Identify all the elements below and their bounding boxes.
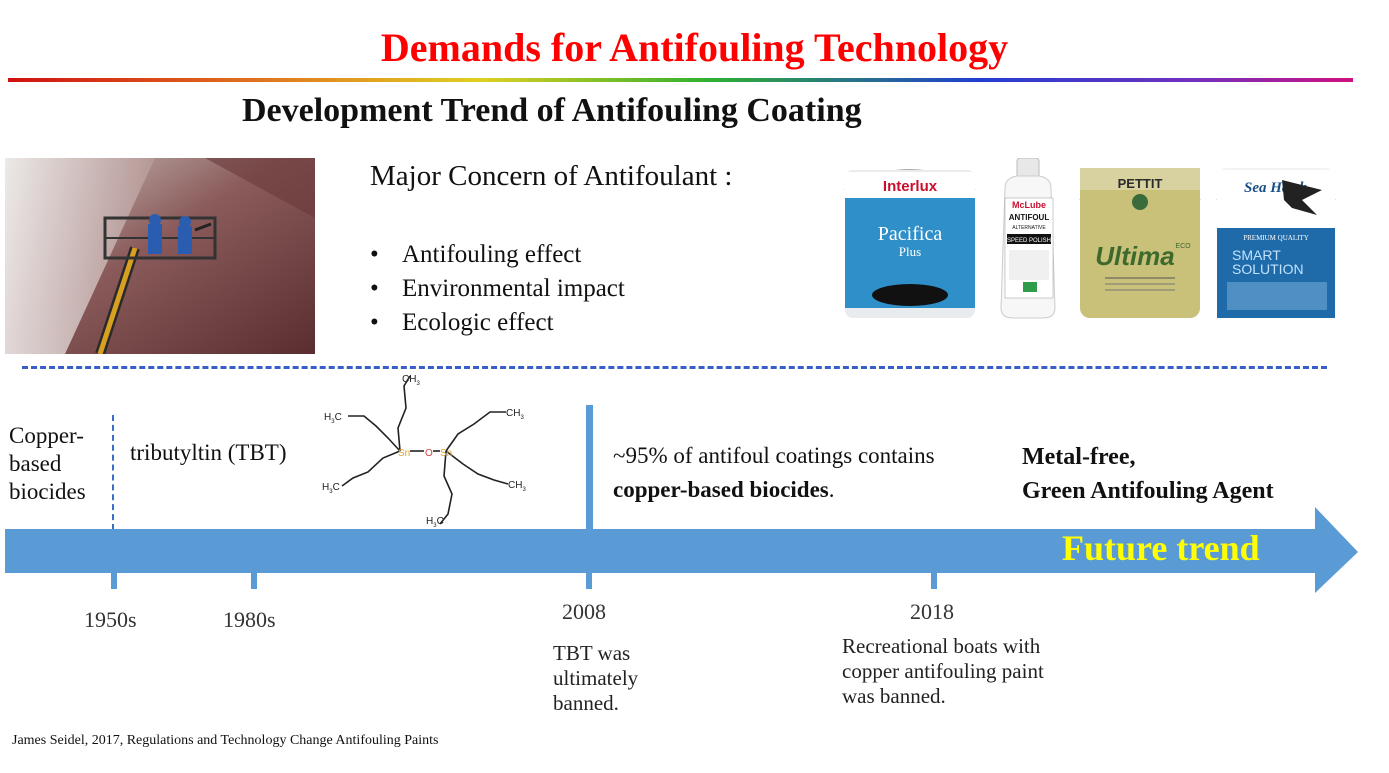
future-trend-label: Future trend [1062, 528, 1260, 568]
list-item: • Environmental impact [370, 272, 625, 306]
year-label: 1950s [84, 607, 137, 632]
year-label: 1980s [223, 607, 276, 632]
tick-1950s [111, 571, 117, 589]
list-item: • Antifouling effect [370, 238, 625, 272]
note-line: copper antifouling paint [842, 659, 1044, 683]
can-product-text: Pacifica [878, 223, 943, 245]
bullet-icon: • [370, 241, 379, 268]
can-product-sub: SOLUTION [1232, 261, 1304, 277]
can-product-text: SMART [1232, 247, 1281, 263]
note-line: banned. [553, 691, 619, 715]
pettit-can-image: PETTIT Ultima ECO [1079, 168, 1201, 318]
marker-2008 [586, 405, 593, 530]
tick-2018 [931, 571, 937, 589]
methyl-label: H [324, 412, 331, 423]
methyl-label: CH [506, 408, 520, 419]
svg-text:H3C: H3C [322, 482, 340, 495]
can-brand-text: PETTIT [1118, 176, 1163, 191]
note-2008: TBT was ultimately banned. [553, 641, 638, 716]
mclube-bottle-image: McLube ANTIFOUL ALTERNATIVE SPEED POLISH [1000, 158, 1056, 319]
concern-item-label: Environmental impact [402, 275, 625, 302]
svg-text:H3C: H3C [324, 412, 342, 425]
note-2018: Recreational boats with copper antifouli… [842, 634, 1044, 709]
stat-end: . [828, 477, 835, 502]
slide-subtitle: Development Trend of Antifouling Coating [242, 92, 862, 129]
future-goal-line: Metal-free, [1022, 444, 1136, 470]
can-brand-text: McLube [1012, 200, 1046, 210]
can-product-sub: ECO [1175, 243, 1191, 250]
bullet-icon: • [370, 309, 379, 336]
note-line: ultimately [553, 666, 639, 690]
year-label: 2018 [910, 599, 954, 624]
methyl-label: C [437, 516, 444, 527]
stat-line: ~95% of antifoul coatings contains [613, 443, 935, 468]
methyl-subscript: 3 [329, 489, 333, 495]
tbt-molecule-diagram: Sn O Sn CH3 H3C H3C CH3 CH3 H3C [322, 374, 526, 528]
hull-painting-photo [5, 158, 315, 354]
concern-item-label: Antifouling effect [402, 241, 582, 268]
sn-atom-label: Sn [440, 448, 452, 459]
citation: James Seidel, 2017, Regulations and Tech… [12, 733, 439, 748]
future-goal-line: Green Antifouling Agent [1022, 478, 1274, 504]
slide-title: Demands for Antifouling Technology [380, 25, 1009, 70]
era-divider [112, 415, 114, 530]
can-product-sub: Plus [899, 244, 921, 259]
can-extra-text: SPEED POLISH [1007, 238, 1051, 244]
section-divider [22, 366, 1327, 369]
svg-text:H3C: H3C [426, 516, 444, 528]
tbt-era-label: tributyltin (TBT) [130, 440, 287, 465]
methyl-label: C [333, 482, 340, 493]
concern-heading: Major Concern of Antifoulant : [370, 160, 733, 192]
year-label: 2008 [562, 599, 606, 624]
copper-era-label: Copper- based biocides [9, 422, 109, 506]
methyl-subscript: 3 [331, 419, 335, 425]
bullet-icon: • [370, 275, 379, 302]
future-goal-text: Metal-free, Green Antifouling Agent [1022, 440, 1274, 508]
svg-text:CH3: CH3 [402, 374, 420, 387]
list-item: • Ecologic effect [370, 306, 625, 340]
methyl-label: C [335, 412, 342, 423]
o-atom-label: O [425, 448, 433, 459]
can-product-text: ANTIFOUL [1009, 213, 1050, 222]
can-brand-text: Interlux [883, 178, 938, 195]
copper-stat-text: ~95% of antifoul coatings contains coppe… [613, 439, 935, 507]
seahawk-can-image: Sea Hawk PREMIUM QUALITY SMART SOLUTION [1216, 168, 1336, 318]
sn-atom-label: Sn [398, 448, 410, 459]
timeline-arrow [5, 507, 1358, 593]
can-extra-text: PREMIUM QUALITY [1243, 234, 1309, 242]
concern-item-label: Ecologic effect [402, 309, 554, 336]
interlux-can-image: Interlux Pacifica Plus [844, 169, 976, 318]
copper-era-line: based [9, 451, 62, 476]
svg-text:CH3: CH3 [508, 480, 526, 493]
methyl-subscript: 3 [416, 381, 420, 387]
methyl-label: CH [402, 374, 416, 385]
copper-era-line: Copper- [9, 423, 84, 448]
can-product-text: Ultima [1095, 241, 1174, 271]
tick-1980s [251, 571, 257, 589]
methyl-subscript: 3 [520, 415, 524, 421]
copper-era-line: biocides [9, 479, 86, 504]
methyl-subscript: 3 [522, 487, 526, 493]
methyl-subscript: 3 [433, 523, 437, 528]
methyl-label: H [426, 516, 433, 527]
note-line: Recreational boats with [842, 634, 1041, 658]
svg-text:CH3: CH3 [506, 408, 524, 421]
tick-2008 [586, 571, 592, 589]
methyl-label: H [322, 482, 329, 493]
concern-list: • Antifouling effect • Environmental impac… [370, 238, 625, 340]
methyl-label: CH [508, 480, 522, 491]
rainbow-divider [8, 78, 1353, 82]
note-line: was banned. [842, 684, 946, 708]
can-product-sub: ALTERNATIVE [1012, 225, 1046, 231]
note-line: TBT was [553, 641, 631, 665]
stat-bold: copper-based biocides [613, 477, 829, 502]
